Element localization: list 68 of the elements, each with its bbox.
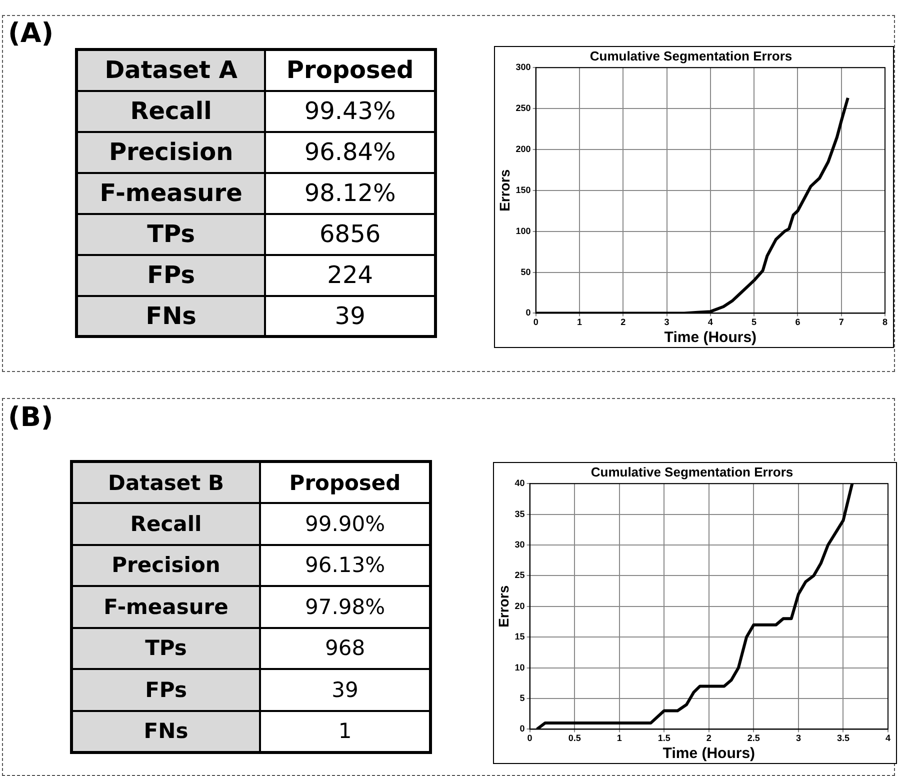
x-tick-label: 8 [882, 317, 888, 328]
x-tick-label: 0.5 [568, 733, 581, 744]
y-tick-label: 250 [516, 103, 531, 114]
text: FPs [76, 254, 266, 296]
y-tick-label: 150 [516, 184, 531, 195]
x-tick-label: 0 [533, 317, 538, 328]
y-tick-label: 15 [514, 632, 525, 642]
y-axis-title: Errors [495, 585, 512, 628]
text: TPs [72, 628, 260, 669]
x-axis-title: Time (Hours) [662, 745, 756, 762]
x-tick-label: 2 [620, 317, 626, 328]
y-tick-label: 35 [514, 508, 525, 519]
text: Dataset A [76, 50, 266, 90]
text: (B) [8, 402, 54, 433]
y-tick-label: 10 [514, 662, 525, 672]
y-tick-label: 30 [514, 539, 525, 550]
chart-title: Cumulative Segmentation Errors [590, 464, 794, 480]
y-tick-label: 50 [520, 266, 531, 277]
text: 97.98% [260, 586, 430, 628]
y-tick-label: 25 [514, 570, 525, 580]
text: Dataset B [72, 462, 260, 503]
y-tick-label: 0 [520, 724, 525, 734]
text: (A) [8, 18, 54, 49]
x-tick-label: 3 [664, 317, 670, 328]
text: 968 [260, 628, 430, 669]
y-tick-label: 200 [516, 144, 531, 154]
x-tick-label: 3.5 [836, 733, 850, 744]
text: 99.90% [260, 503, 430, 544]
text: F-measure [72, 586, 260, 628]
y-tick-label: 0 [526, 308, 531, 318]
text: 6856 [265, 214, 436, 254]
y-tick-label: 20 [514, 600, 525, 611]
x-tick-label: 1 [616, 733, 622, 744]
x-tick-label: 6 [795, 317, 800, 328]
text: Proposed [260, 462, 430, 503]
x-tick-label: 4 [885, 733, 891, 744]
y-tick-label: 300 [516, 62, 531, 72]
y-axis-title: Errors [496, 169, 512, 212]
text: F-measure [76, 172, 266, 214]
text: Proposed [265, 50, 436, 90]
y-tick-label: 5 [520, 692, 525, 703]
x-tick-label: 1.5 [658, 733, 670, 744]
text: 39 [265, 296, 436, 336]
text: Recall [76, 90, 266, 132]
y-tick-label: 40 [514, 478, 525, 488]
x-tick-label: 7 [838, 317, 844, 328]
text: Recall [72, 503, 260, 544]
text: 99.43% [265, 90, 436, 132]
text: FNs [76, 296, 266, 336]
text: FPs [72, 669, 260, 710]
y-tick-label: 100 [516, 226, 531, 236]
x-tick-label: 1 [576, 317, 582, 328]
text: Precision [76, 132, 266, 172]
text: TPs [76, 214, 266, 254]
text: 96.84% [265, 132, 436, 172]
x-axis-title: Time (Hours) [664, 329, 757, 346]
x-tick-label: 2.5 [747, 733, 760, 744]
text: Precision [72, 544, 260, 586]
text: 39 [260, 669, 430, 710]
x-tick-label: 2 [706, 733, 712, 744]
text: 98.12% [265, 172, 436, 214]
chart-title: Cumulative Segmentation Errors [590, 48, 792, 64]
text: FNs [72, 710, 260, 752]
text: 224 [265, 254, 436, 296]
x-tick-label: 4 [708, 317, 713, 328]
x-tick-label: 3 [796, 733, 801, 744]
text: 96.13% [260, 544, 430, 586]
x-tick-label: 5 [752, 317, 757, 328]
